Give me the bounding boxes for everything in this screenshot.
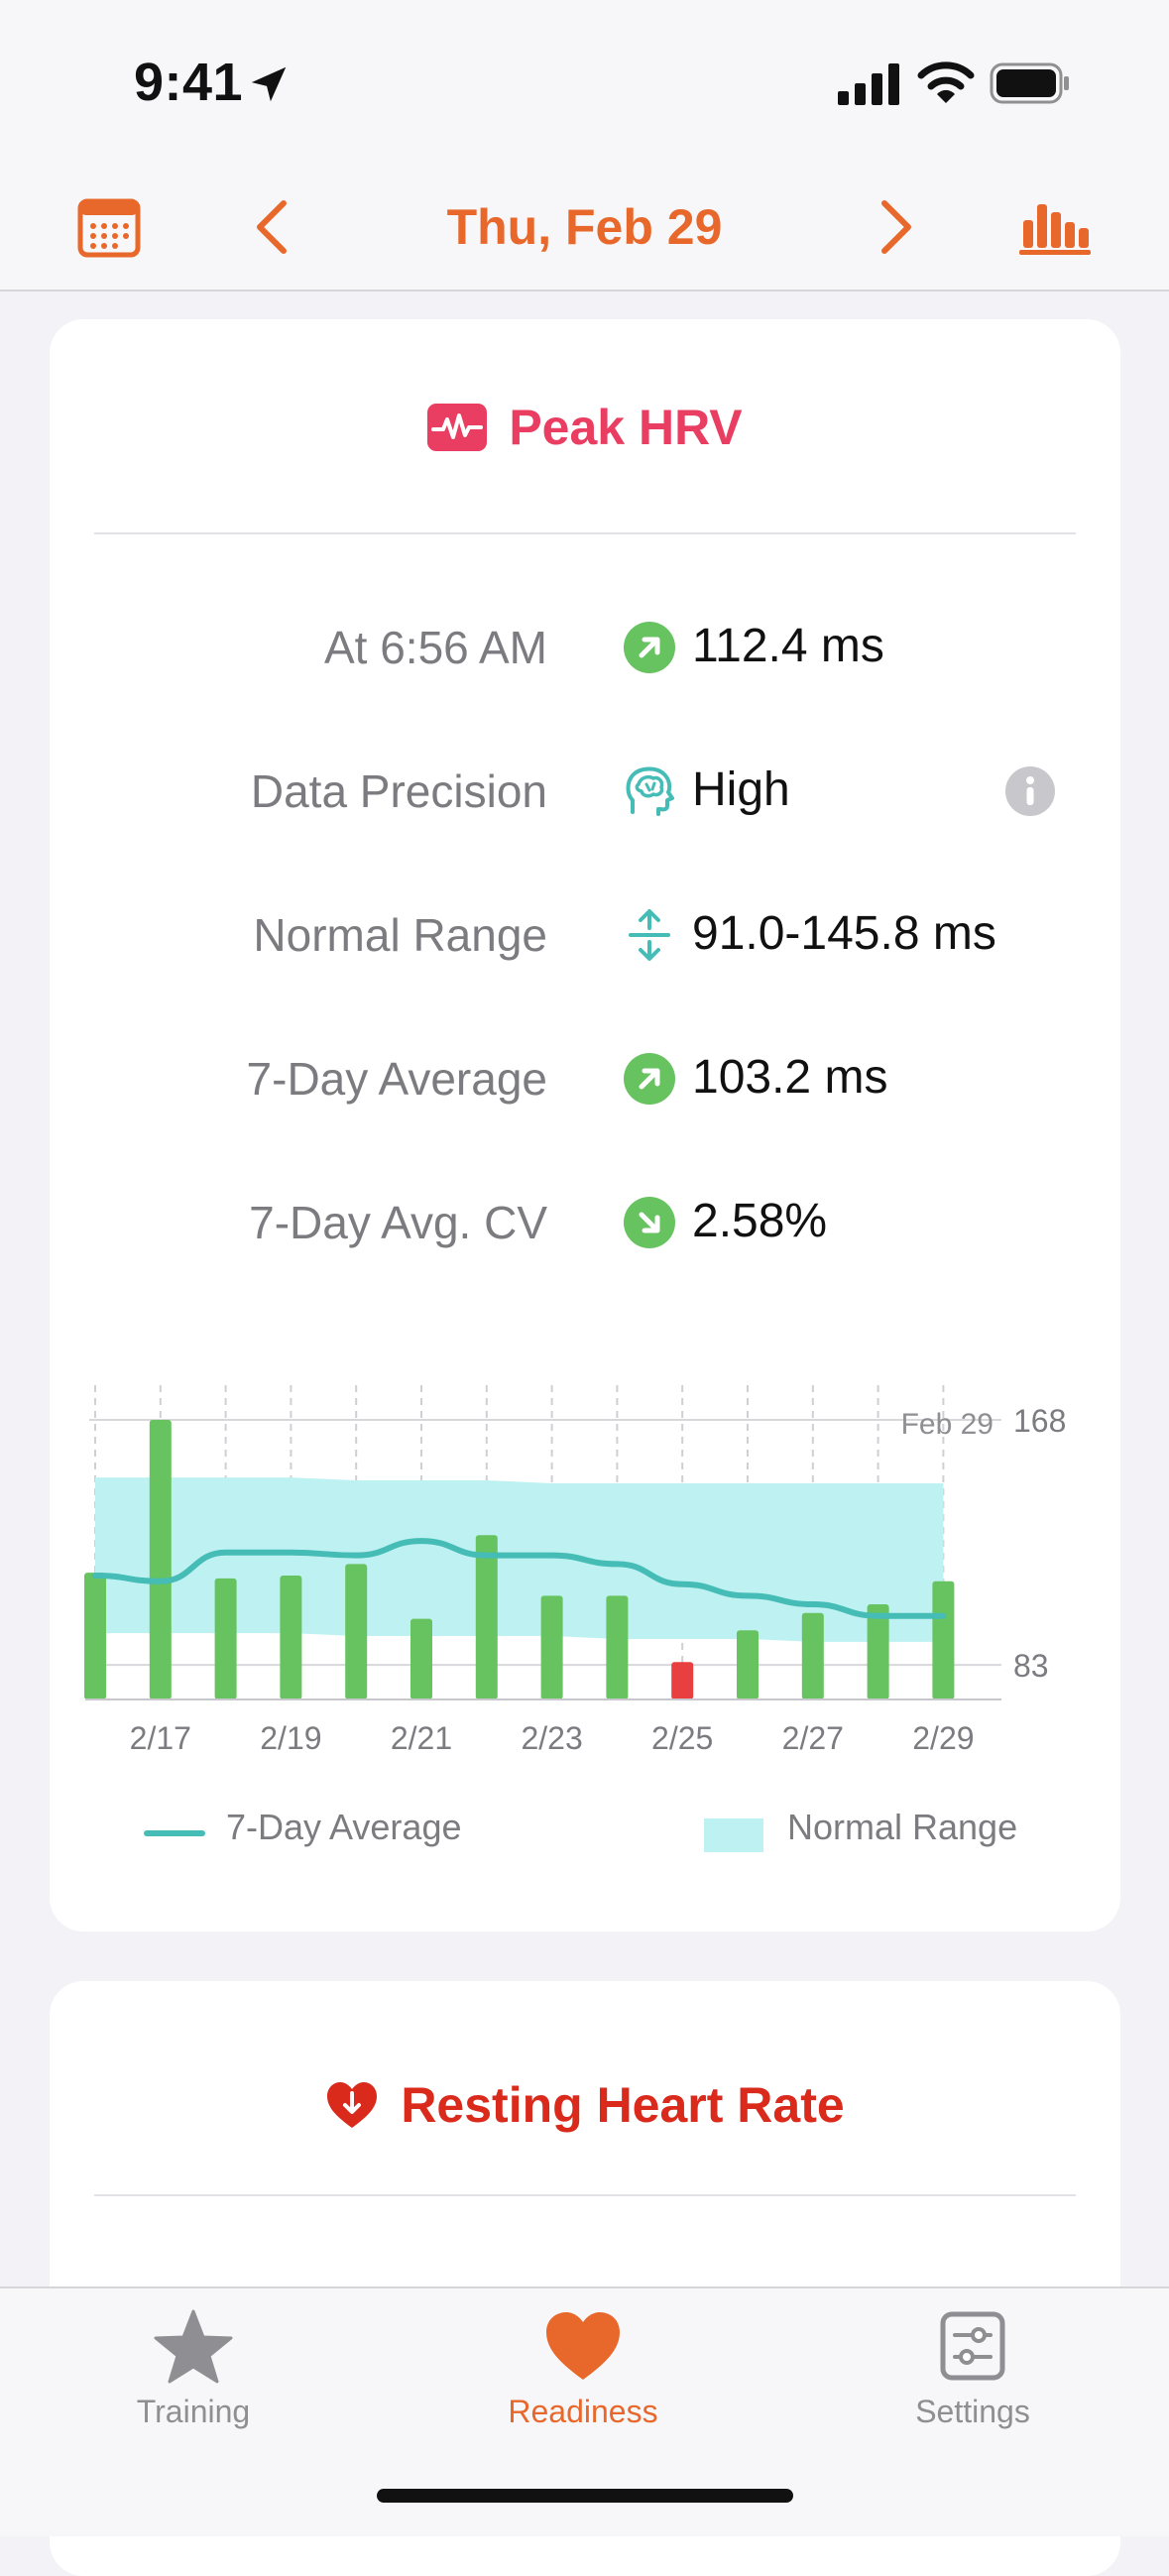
hrv-bar — [214, 1578, 237, 1699]
wifi-icon — [917, 61, 975, 103]
status-bar: 9:41 — [0, 0, 1169, 159]
hrv-chart: 2/17 2/19 2/21 2/23 2/25 2/27 2/29 168 83 Feb 29 — [84, 1385, 1066, 1756]
home-indicator — [377, 2489, 793, 2503]
tab-training[interactable]: Training — [45, 2308, 342, 2467]
hrv-bar — [801, 1612, 824, 1699]
legend-range-swatch — [704, 1818, 763, 1852]
divider — [94, 2194, 1076, 2196]
resting-heart-rate-title: Resting Heart Rate — [401, 2076, 845, 2133]
hrv-row-7day-cv: 7-Day Avg. CV 2.58% — [50, 1182, 1120, 1261]
row-value: 91.0-145.8 ms — [692, 907, 996, 960]
row-label: 7-Day Average — [246, 1053, 547, 1105]
legend-7day-average: 7-Day Average — [226, 1807, 462, 1847]
row-label: Data Precision — [250, 765, 547, 817]
tab-settings[interactable]: Settings — [824, 2308, 1121, 2467]
hrv-bar — [932, 1581, 955, 1699]
hrv-bar — [149, 1420, 172, 1699]
row-label: Normal Range — [253, 909, 547, 961]
row-value: 103.2 ms — [692, 1051, 888, 1104]
row-label: At 6:56 AM — [323, 622, 547, 673]
heart-down-icon — [327, 2081, 378, 2128]
hrv-bar — [280, 1575, 302, 1699]
battery-icon — [990, 62, 1069, 104]
normal-range-band — [95, 1477, 944, 1642]
location-arrow-icon — [251, 66, 287, 102]
hrv-row-time: At 6:56 AM 112.4 ms — [50, 607, 1120, 686]
hrv-bar — [671, 1662, 694, 1699]
tab-readiness[interactable]: Readiness — [434, 2308, 732, 2467]
previous-day-button[interactable] — [248, 198, 293, 256]
hrv-bar — [606, 1595, 629, 1699]
x-tick-label: 2/21 — [391, 1720, 452, 1756]
peak-hrv-card: Peak HRV At 6:56 AM 112.4 ms Data Precis… — [50, 319, 1120, 1932]
tab-label: Settings — [915, 2394, 1030, 2429]
next-day-button[interactable] — [875, 198, 920, 256]
hrv-row-7day-avg: 7-Day Average 103.2 ms — [50, 1038, 1120, 1117]
row-label: 7-Day Avg. CV — [249, 1197, 547, 1248]
x-tick-label: 2/23 — [521, 1720, 582, 1756]
resting-heart-rate-header: Resting Heart Rate — [50, 2072, 1120, 2134]
bar-chart-icon[interactable] — [1019, 198, 1091, 256]
peak-hrv-title: Peak HRV — [509, 399, 743, 455]
date-title[interactable]: Thu, Feb 29 — [446, 199, 723, 255]
arrow-up-right-icon — [624, 622, 675, 673]
calendar-icon[interactable] — [77, 196, 141, 258]
hrv-bar — [345, 1564, 368, 1699]
tab-bar: Training Readiness Settings — [0, 2286, 1169, 2536]
y-tick-label: 168 — [1013, 1403, 1066, 1439]
cellular-signal-icon — [838, 63, 899, 105]
info-icon[interactable] — [1005, 766, 1055, 816]
brain-head-icon — [626, 766, 674, 816]
x-tick-label: 2/27 — [782, 1720, 844, 1756]
arrow-up-right-icon — [624, 1053, 675, 1105]
row-value: 2.58% — [692, 1195, 828, 1247]
x-tick-label: 2/29 — [912, 1720, 974, 1756]
hrv-waveform-icon — [427, 403, 488, 451]
x-tick-label: 2/25 — [651, 1720, 713, 1756]
tab-label: Readiness — [508, 2394, 658, 2429]
arrow-down-right-icon — [624, 1197, 675, 1248]
hrv-bar — [84, 1573, 106, 1699]
sliders-icon — [940, 2311, 1005, 2381]
nav-bar: Thu, Feb 29 — [0, 159, 1169, 292]
row-value: High — [692, 763, 790, 816]
peak-hrv-header: Peak HRV — [50, 395, 1120, 456]
hrv-row-range: Normal Range 91.0-145.8 ms — [50, 894, 1120, 974]
hrv-row-precision: Data Precision High — [50, 751, 1120, 830]
selected-date-label: Feb 29 — [901, 1408, 994, 1441]
row-value: 112.4 ms — [692, 620, 884, 672]
star-icon — [154, 2309, 233, 2384]
legend-normal-range: Normal Range — [787, 1807, 1018, 1847]
range-arrows-icon — [629, 909, 670, 961]
seven-day-average-line — [92, 1538, 947, 1619]
divider — [94, 532, 1076, 534]
hrv-bar — [410, 1618, 432, 1699]
x-tick-label: 2/17 — [130, 1720, 191, 1756]
tab-label: Training — [136, 2394, 251, 2429]
heart-icon — [546, 2312, 620, 2380]
x-tick-label: 2/19 — [260, 1720, 321, 1756]
status-time: 9:41 — [134, 53, 244, 112]
hrv-bar — [540, 1595, 563, 1699]
legend-line-swatch — [144, 1830, 205, 1836]
y-tick-label: 83 — [1013, 1648, 1049, 1684]
hrv-bar — [737, 1630, 759, 1699]
hrv-bar — [475, 1535, 498, 1699]
hrv-bar — [867, 1604, 889, 1699]
